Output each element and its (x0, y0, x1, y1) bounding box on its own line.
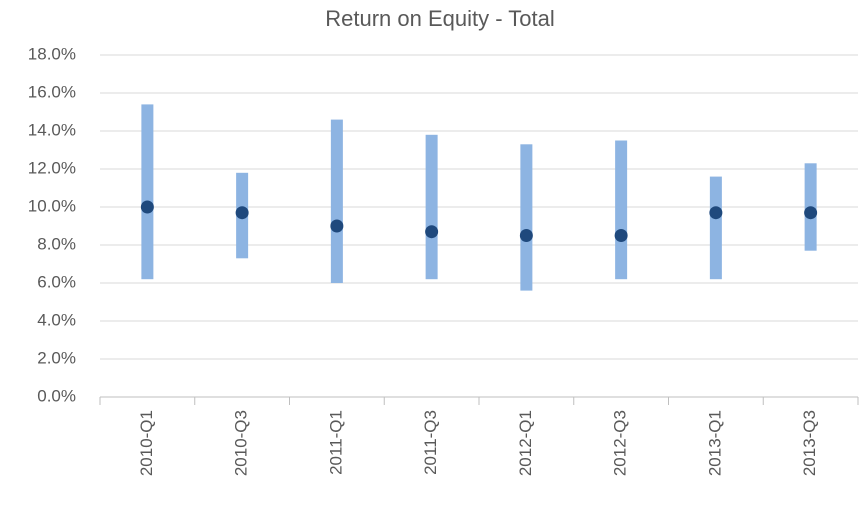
range-bar (425, 134, 438, 280)
value-dot (425, 225, 439, 239)
x-tick-label: 2012-Q1 (516, 410, 535, 476)
y-tick-label: 2.0% (37, 348, 76, 367)
chart-title: Return on Equity - Total (325, 6, 555, 31)
y-tick-label: 0.0% (37, 386, 76, 405)
x-tick-label: 2011-Q1 (326, 410, 345, 475)
y-tick-label: 8.0% (37, 234, 76, 253)
y-tick-label: 16.0% (28, 82, 76, 101)
range-bar (141, 104, 154, 280)
value-dot (709, 206, 723, 220)
y-tick-label: 4.0% (37, 310, 76, 329)
x-tick-label: 2013-Q1 (705, 410, 724, 476)
x-tick-label: 2012-Q3 (611, 410, 630, 476)
y-tick-label: 12.0% (28, 158, 76, 177)
value-dot (614, 229, 628, 242)
value-dot (519, 229, 533, 242)
range-bar (520, 144, 533, 291)
value-dot (804, 206, 818, 220)
value-dot (140, 200, 154, 214)
range-bar (330, 119, 343, 283)
y-tick-label: 10.0% (28, 196, 76, 215)
x-tick-label: 2010-Q3 (232, 410, 251, 476)
value-dot (330, 219, 344, 233)
x-tick-label: 2011-Q3 (421, 410, 440, 475)
range-bar (615, 140, 628, 280)
x-tick-label: 2010-Q1 (137, 410, 156, 476)
value-dot (235, 206, 249, 220)
y-tick-label: 18.0% (28, 44, 76, 63)
y-tick-label: 6.0% (37, 272, 76, 291)
range-bar (709, 176, 722, 280)
y-tick-label: 14.0% (28, 120, 76, 139)
x-tick-label: 2013-Q3 (800, 410, 819, 476)
